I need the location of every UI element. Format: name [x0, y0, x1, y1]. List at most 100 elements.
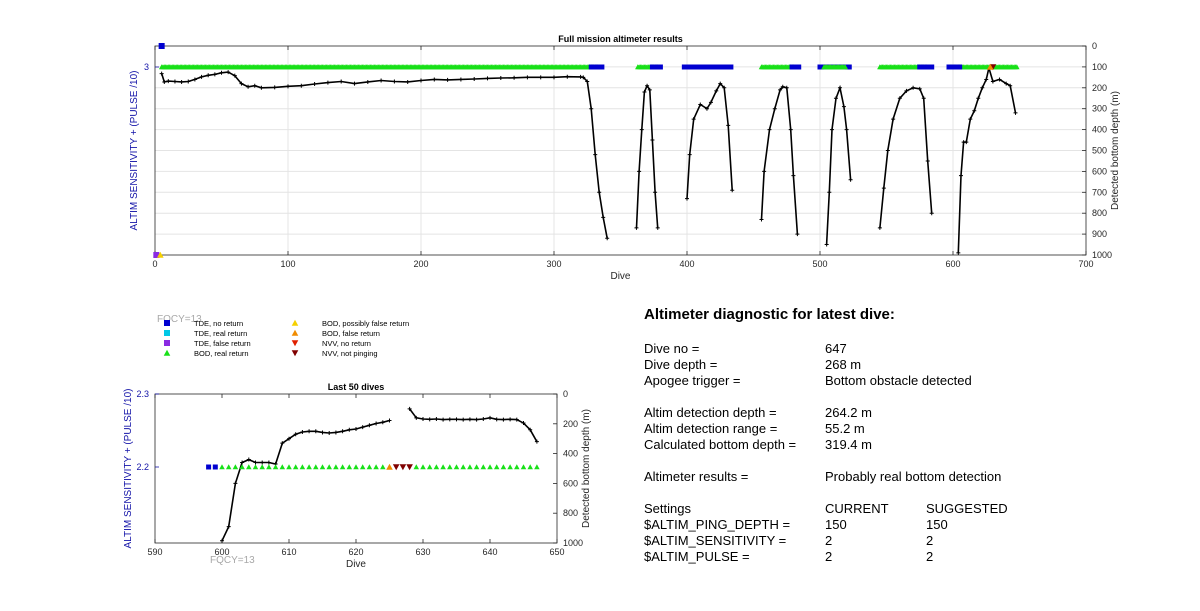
depth-point [226, 524, 231, 529]
depth-point [528, 427, 533, 432]
altim-range-value: 55.2 m [825, 421, 865, 436]
legend-label: NVV, no return [322, 339, 371, 348]
depth-point [352, 81, 357, 86]
x-tick-label: 100 [280, 259, 295, 269]
flag-point [986, 63, 994, 70]
depth-point [252, 83, 257, 88]
depth-point [718, 81, 723, 86]
y-right-tick-label: 100 [1092, 62, 1107, 72]
legend-marker [163, 349, 171, 356]
flag-marker [232, 464, 239, 470]
depth-line [760, 85, 799, 235]
results-value: Probably real bottom detection [825, 469, 1002, 484]
x-tick-label: 0 [152, 259, 157, 269]
pulse-current: 2 [825, 549, 833, 564]
depth-point [980, 85, 985, 90]
flag-marker [246, 464, 252, 470]
legend-marker [291, 350, 299, 357]
y-right-tick-label: 700 [1092, 187, 1107, 197]
legend-marker [164, 340, 170, 346]
flag-marker [239, 464, 245, 470]
y-left-tick-label: 2.2 [136, 462, 149, 472]
depth-point [589, 106, 594, 111]
depth-point [313, 429, 318, 434]
depth-point [501, 417, 506, 422]
x-tick-label: 610 [281, 547, 296, 557]
depth-point [780, 84, 785, 89]
y-right-tick-label: 300 [1092, 104, 1107, 114]
depth-point [339, 79, 344, 84]
depth-point [485, 76, 490, 81]
depth-point [784, 85, 789, 90]
depth-point [885, 148, 890, 153]
flag-marker [212, 464, 218, 470]
depth-point [380, 420, 385, 425]
x-tick-label: 300 [546, 259, 561, 269]
depth-point [266, 460, 271, 465]
apogee-row: Apogee trigger = Bottom obstacle detected [644, 373, 1184, 389]
dive-no-value: 647 [825, 341, 847, 356]
depth-point [206, 73, 211, 78]
depth-point [921, 96, 926, 101]
y-right-tick-label: 400 [563, 449, 578, 459]
depth-point [514, 417, 519, 422]
fqcy-label: FQCY=13 [157, 314, 202, 325]
pulse-suggested: 2 [926, 549, 934, 564]
x-axis-label: Dive [610, 271, 630, 282]
depth-point [829, 127, 834, 132]
flag-marker [252, 464, 259, 470]
depth-point [772, 106, 777, 111]
depth-point [280, 441, 285, 446]
x-tick-label: 400 [679, 259, 694, 269]
depth-point [714, 88, 719, 93]
flag-marker [447, 464, 453, 470]
flag-marker [433, 464, 440, 470]
depth-point [585, 79, 590, 84]
depth-point [454, 417, 459, 422]
legend-label: BOD, false return [322, 329, 380, 338]
depth-point [240, 460, 245, 465]
legend-label: TDE, no return [194, 319, 243, 328]
depth-point [1008, 83, 1013, 88]
depth-line [408, 408, 538, 443]
depth-point [767, 127, 772, 132]
depth-point [844, 127, 849, 132]
depth-point [166, 79, 171, 84]
flag-marker [206, 464, 212, 470]
depth-point [645, 83, 650, 88]
full-panel: 0 100 200 300 400 500 600 700 0 100 200 300 400 500 60… [129, 34, 1121, 282]
flag-marker [467, 464, 473, 470]
flag-point [386, 463, 393, 470]
flag-marker [286, 464, 292, 470]
depth-point [891, 117, 896, 122]
depth-point [287, 436, 291, 441]
depth-point [219, 70, 224, 75]
current-header: CURRENT [825, 501, 889, 516]
depth-point [997, 77, 1002, 82]
depth-point [881, 186, 886, 191]
depth-point [379, 78, 384, 83]
depth-point [984, 77, 989, 82]
altim-depth-label: Altim detection depth = [644, 405, 777, 420]
altim-depth-row: Altim detection depth = 264.2 m [644, 405, 1184, 421]
flag-marker [299, 464, 306, 470]
dive-no-row: Dive no = 647 [644, 341, 1184, 357]
flag-marker [507, 464, 513, 470]
depth-point [286, 84, 290, 89]
depth-point [179, 79, 184, 84]
sensitivity-label: $ALTIM_SENSITIVITY = [644, 533, 787, 548]
depth-point [964, 140, 969, 145]
flag-marker [272, 464, 279, 470]
depth-line [635, 83, 659, 228]
depth-point [917, 86, 922, 91]
depth-point [374, 421, 379, 426]
depth-point [722, 85, 727, 90]
y-right-tick-label: 800 [1092, 208, 1107, 218]
flag-marker [846, 64, 852, 70]
x-tick-label: 500 [812, 259, 827, 269]
flag-marker [520, 464, 527, 470]
depth-point [597, 190, 602, 195]
outlier-marker [157, 251, 164, 258]
depth-point [976, 96, 981, 101]
